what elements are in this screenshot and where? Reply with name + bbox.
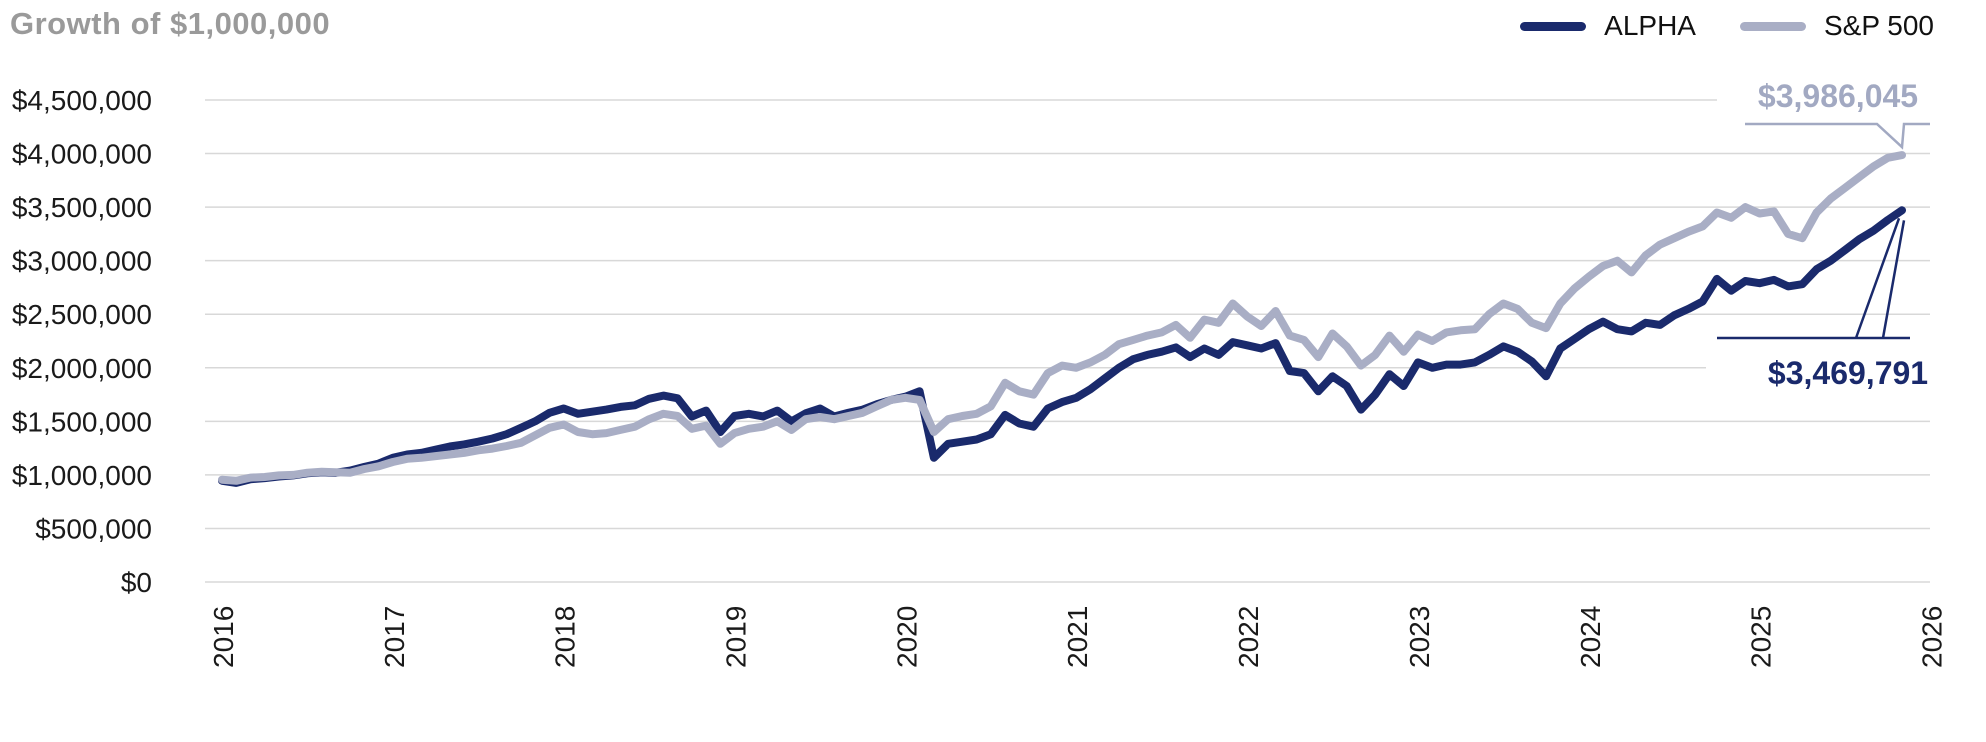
alpha-endpoint-value: $3,469,791 bbox=[1768, 355, 1928, 391]
x-tick-label: 2016 bbox=[208, 606, 239, 668]
sp500-annotation-backplate bbox=[1717, 56, 1953, 110]
y-tick-label: $0 bbox=[121, 567, 152, 598]
y-tick-label: $2,500,000 bbox=[12, 299, 152, 330]
legend: ALPHA S&P 500 bbox=[1520, 10, 1934, 42]
alpha-series-line bbox=[218, 206, 1906, 487]
x-tick-label: 2022 bbox=[1233, 606, 1264, 668]
legend-item-alpha: ALPHA bbox=[1520, 10, 1696, 42]
y-tick-label: $1,000,000 bbox=[12, 460, 152, 491]
alpha-line-swatch-icon bbox=[1520, 21, 1587, 31]
legend-label-alpha: ALPHA bbox=[1604, 10, 1696, 41]
sp500-series-line bbox=[218, 151, 1906, 485]
x-tick-label: 2019 bbox=[721, 606, 752, 668]
x-tick-label: 2023 bbox=[1404, 606, 1435, 668]
sp500-line-swatch-icon bbox=[1739, 21, 1806, 31]
y-tick-label: $3,500,000 bbox=[12, 192, 152, 223]
y-tick-label: $1,500,000 bbox=[12, 406, 152, 437]
legend-label-sp500: S&P 500 bbox=[1823, 10, 1934, 41]
x-tick-label: 2020 bbox=[891, 606, 922, 668]
alpha-endpoint-callout bbox=[1717, 217, 1910, 340]
x-tick-label: 2026 bbox=[1916, 606, 1947, 668]
chart-title: Growth of $1,000,000 bbox=[10, 6, 331, 41]
x-tick-label: 2018 bbox=[550, 606, 581, 668]
sp500-endpoint-value: $3,986,045 bbox=[1758, 78, 1918, 114]
y-tick-label: $2,000,000 bbox=[12, 353, 152, 384]
y-tick-label: $4,500,000 bbox=[12, 85, 152, 116]
alpha-annotation-backplate bbox=[1706, 346, 1958, 398]
legend-item-sp500: S&P 500 bbox=[1739, 10, 1934, 42]
x-tick-label: 2021 bbox=[1062, 606, 1093, 668]
x-tick-label: 2025 bbox=[1746, 606, 1777, 668]
x-tick-label: 2017 bbox=[379, 606, 410, 668]
x-tick-label: 2024 bbox=[1575, 606, 1606, 668]
sp500-endpoint-callout bbox=[1745, 122, 1930, 150]
y-tick-label: $4,000,000 bbox=[12, 139, 152, 170]
y-tick-label: $3,000,000 bbox=[12, 246, 152, 277]
y-tick-label: $500,000 bbox=[35, 513, 152, 544]
